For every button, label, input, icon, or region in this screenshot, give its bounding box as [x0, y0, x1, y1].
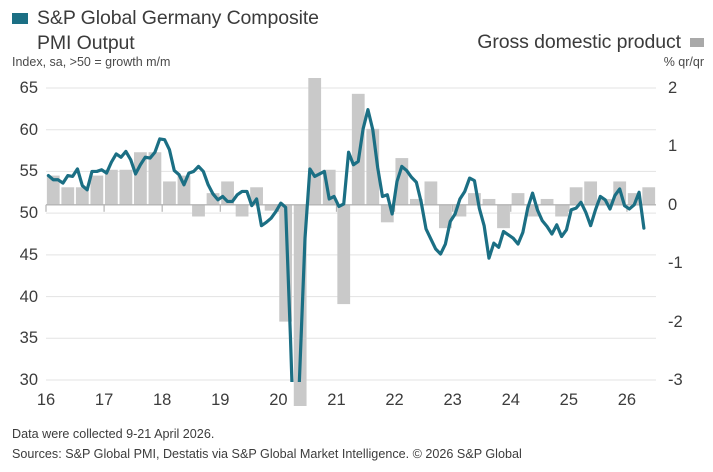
bar-series-group	[46, 78, 656, 406]
y-axis-tick-label: 35	[19, 329, 38, 348]
x-axis-tick-label: 24	[501, 391, 520, 409]
y2-axis-tick-label: -2	[668, 312, 683, 331]
line-series-path	[46, 108, 646, 382]
x-axis-ticks	[45, 204, 628, 212]
y2-axis-tick-label: 1	[668, 137, 678, 156]
legend-bar-series: Gross domestic product	[477, 30, 704, 55]
chart-footnotes: Data were collected 9-21 April 2026. Sou…	[12, 424, 707, 464]
bar-series-label: Gross domestic product	[477, 31, 681, 53]
y-axis-tick-label: 40	[19, 287, 38, 306]
x-axis-tick-label: 18	[153, 391, 172, 409]
x-axis-tick-label: 16	[36, 391, 56, 409]
x-axis-tick-label: 25	[559, 391, 579, 409]
y-axis-tick-label: 50	[19, 204, 38, 223]
x-axis-tick-label: 21	[327, 391, 346, 409]
y-axis-tick-label: 30	[19, 371, 38, 389]
x-axis-tick-label: 19	[211, 391, 230, 409]
x-axis-tick-label: 20	[269, 391, 288, 409]
bar-series-swatch-icon	[690, 38, 704, 47]
x-axis-tick-label: 26	[617, 391, 637, 409]
y-axis-tick-label: 60	[19, 120, 38, 139]
x-axis-tick-label: 17	[94, 391, 114, 409]
y2-axis-tick-label: -3	[668, 371, 683, 389]
line-series-swatch-icon	[12, 13, 28, 24]
footnote-sources: Sources: S&P Global PMI, Destatis via S&…	[12, 447, 522, 461]
left-axis-note: Index, sa, >50 = growth m/m	[12, 55, 171, 69]
x-axis-tick-label: 22	[385, 391, 404, 409]
y-axis-tick-label: 45	[19, 245, 38, 264]
gridlines	[46, 87, 656, 381]
footnote-collection-period: Data were collected 9-21 April 2026.	[12, 427, 215, 441]
y-axis-tick-label: 65	[19, 79, 38, 97]
right-axis-note: % qr/qr	[663, 55, 704, 69]
y2-axis-tick-label: 0	[668, 195, 678, 214]
chart-plot-area: 65 60 55 50 45 40 35 30 2 1 0 -1 -2 -3 16 17 18 19 20 21 2…	[0, 78, 713, 408]
y-axis-tick-label: 55	[19, 162, 38, 181]
x-axis-tick-label: 23	[443, 391, 462, 409]
legend-line-series: S&P Global Germany Composite PMI Output	[12, 6, 432, 56]
chart-header: S&P Global Germany Composite PMI Output …	[0, 0, 713, 78]
y2-axis-tick-label: -1	[668, 254, 683, 273]
line-series-label-line1: S&P Global Germany Composite	[37, 7, 319, 29]
y2-axis-tick-label: 2	[668, 79, 678, 97]
line-series-label-line2: PMI Output	[37, 32, 135, 54]
chart-canvas	[45, 78, 656, 406]
